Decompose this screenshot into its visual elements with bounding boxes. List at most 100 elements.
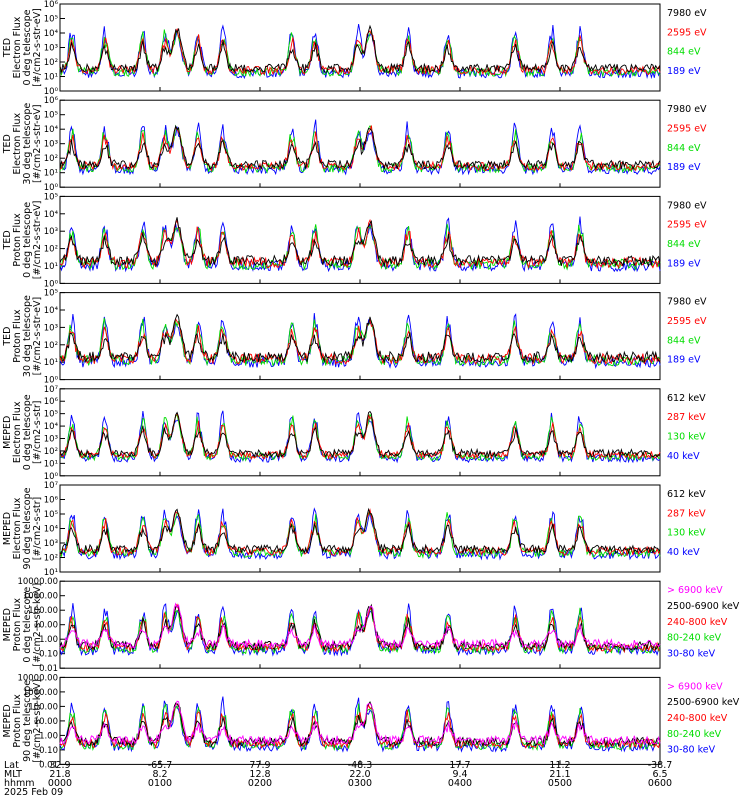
x-row-label-mlt: MLT — [4, 769, 22, 780]
y-axis-label-line: Electron Flux — [12, 401, 23, 463]
y-tick-label: 10¹ — [44, 262, 58, 272]
x-tick-label-hhmm: 0300 — [348, 778, 372, 789]
x-tick-label-lat: -48.3 — [348, 760, 373, 771]
x-tick-label-mlt: 21.1 — [549, 769, 570, 780]
y-axis-label-line: [#/cm2-s-str-keV] — [32, 583, 43, 667]
legend-entry: 189 eV — [667, 162, 701, 173]
y-axis-label-line: [#/cm2-s-str-eV] — [32, 8, 43, 87]
y-tick-label: 10000.00 — [17, 577, 58, 587]
panel-2: 10⁰ 10¹ 10² 10³ 10⁴ 10⁵ 10⁶ TED Electron Flux 30 … — [2, 96, 707, 193]
y-tick-label: 10² — [44, 58, 58, 68]
legend-entry: > 6900 keV — [667, 681, 723, 692]
date-label: 2025 Feb 09 — [4, 787, 63, 798]
y-tick-label: 0.10 — [39, 746, 58, 756]
legend-entry: 7980 eV — [667, 8, 707, 19]
y-tick-label: 100.00 — [28, 606, 58, 616]
x-tick-label-mlt: 6.5 — [652, 769, 667, 780]
x-tick-label-mlt: 22.0 — [349, 769, 370, 780]
y-axis-label-line: 0 deg telescope — [22, 587, 33, 663]
panel-frame — [59, 195, 661, 284]
legend-entry: 40 keV — [667, 547, 700, 558]
y-tick-label: 10⁵ — [44, 410, 58, 420]
y-axis-label-line: [#/cm2-s-str-eV] — [32, 201, 43, 280]
y-tick-label: 10.00 — [34, 717, 58, 727]
legend-entry: 40 keV — [667, 451, 700, 462]
y-tick-label: 10³ — [44, 140, 58, 150]
y-axis-label-line: 90 deg telescope — [22, 487, 33, 569]
legend-entry: 7980 eV — [667, 104, 707, 115]
y-axis-label-line: 0 deg telescope — [22, 394, 33, 470]
panel-5: 10⁰ 10¹ 10² 10³ 10⁴ 10⁵ 10⁶ 10⁷ MEPED Electron Fl… — [2, 385, 706, 482]
y-axis-label-line: MEPED — [2, 608, 13, 641]
panel-4: 10⁰ 10¹ 10² 10³ 10⁴ 10⁵ TED Proton Flux 30 deg t… — [2, 289, 707, 386]
y-axis-label-line: TED — [2, 327, 13, 347]
legend-entry: 240-800 keV — [667, 713, 728, 724]
x-tick-label-mlt: 21.8 — [49, 769, 70, 780]
series-line-189-ev — [59, 313, 661, 370]
y-axis-label-line: [#/cm2-s-str-keV] — [32, 679, 43, 763]
y-tick-label: 10⁶ — [44, 496, 59, 506]
series-line-2595-ev — [59, 218, 661, 270]
series-line-7980-ev — [59, 124, 661, 171]
y-tick-label: 10² — [44, 554, 58, 564]
y-tick-label: 10⁴ — [44, 210, 59, 220]
legend-entry: 287 keV — [667, 508, 706, 519]
x-row-label-lat: Lat — [4, 760, 19, 771]
y-axis-label-line: TED — [2, 38, 13, 58]
legend-entry: 844 eV — [667, 143, 701, 154]
y-tick-label: 10.00 — [34, 621, 58, 631]
x-tick-label-hhmm: 0200 — [248, 778, 272, 789]
x-row-label-hhmm: hhmm — [4, 778, 35, 789]
x-tick-label-lat: 77.9 — [249, 760, 270, 771]
y-tick-label: 10⁶ — [44, 96, 59, 106]
y-tick-label: 100.00 — [28, 702, 58, 712]
y-tick-label: 1000.00 — [23, 592, 58, 602]
y-tick-label: 10² — [44, 245, 58, 255]
legend-entry: 2500-6900 keV — [667, 601, 740, 612]
y-tick-label: 10⁵ — [44, 510, 58, 520]
x-tick-label-mlt: 8.2 — [152, 769, 167, 780]
y-tick-label: 10³ — [44, 44, 58, 54]
series-line-7980-ev — [59, 217, 661, 268]
y-tick-label: 10⁵ — [44, 192, 58, 202]
y-tick-label: 10⁴ — [44, 422, 59, 432]
y-tick-label: 0.01 — [39, 664, 58, 674]
legend-entry: 2595 eV — [667, 220, 707, 231]
y-tick-label: 10⁴ — [44, 525, 59, 535]
series-line-287-kev — [59, 508, 661, 557]
series-line-2500-6900-kev — [59, 701, 661, 748]
series-line--6900-kev — [59, 602, 661, 650]
y-tick-label: 10³ — [44, 323, 58, 333]
series-line-7980-ev — [59, 24, 661, 74]
y-tick-label: 10⁰ — [44, 472, 59, 482]
y-axis-label-line: [#/cm2-s-str] — [32, 401, 43, 464]
y-tick-label: 10¹ — [44, 568, 58, 578]
y-axis-label-line: Electron Flux — [12, 16, 23, 78]
series-line--6900-kev — [59, 700, 661, 746]
y-tick-label: 10⁰ — [44, 183, 59, 193]
y-axis-label-line: 0 deg telescope — [22, 9, 33, 85]
y-tick-label: 10¹ — [44, 459, 58, 469]
y-tick-label: 10000.00 — [17, 673, 58, 683]
x-tick-label-hhmm: 0600 — [648, 778, 672, 789]
panel-1: 10⁰ 10¹ 10² 10³ 10⁴ 10⁵ 10⁶ TED Electron Flux 0 d… — [2, 0, 707, 97]
x-tick-label-hhmm: 0400 — [448, 778, 472, 789]
y-tick-label: 1.00 — [39, 635, 58, 645]
panel-7: 0.01 0.10 1.00 10.00 100.00 1000.00 10000.00 ME… — [2, 577, 740, 674]
legend-entry: 287 keV — [667, 412, 706, 423]
y-tick-label: 10⁵ — [44, 111, 58, 121]
x-tick-label-lat: 32.9 — [49, 760, 70, 771]
x-tick-label-lat: 17.7 — [449, 760, 470, 771]
y-axis-label-line: [#/cm2-s-str] — [32, 497, 43, 560]
y-tick-label: 10⁰ — [44, 376, 59, 386]
y-axis-label-line: Proton Flux — [12, 213, 23, 267]
y-axis-label-line: 30 deg telescope — [22, 103, 33, 185]
y-tick-label: 10⁷ — [44, 385, 59, 395]
y-tick-label: 10⁶ — [44, 0, 59, 10]
legend-entry: 80-240 keV — [667, 729, 722, 740]
legend-entry: 189 eV — [667, 258, 701, 269]
y-tick-label: 10³ — [44, 227, 58, 237]
y-tick-label: 0.10 — [39, 650, 58, 660]
